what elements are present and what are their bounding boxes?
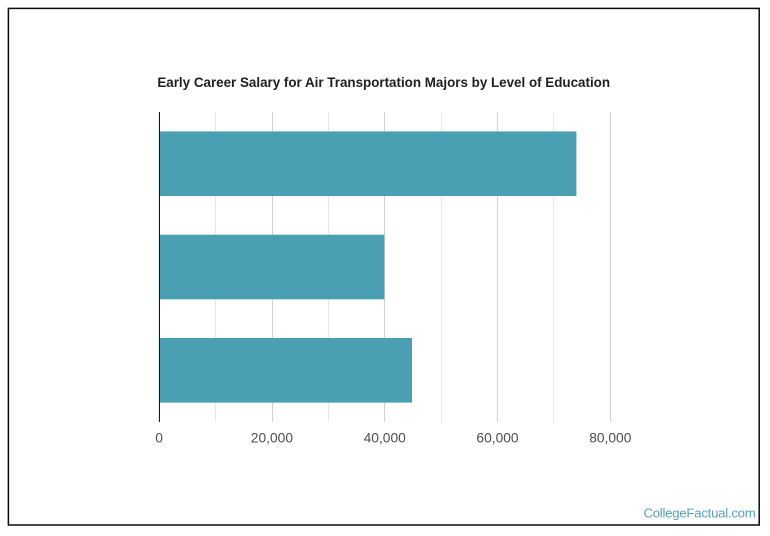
svg-text:40,000: 40,000 (364, 431, 407, 446)
svg-text:60,000: 60,000 (476, 431, 519, 446)
svg-text:0: 0 (155, 431, 163, 446)
svg-text:80,000: 80,000 (589, 431, 632, 446)
svg-text:Early Career Salary for Air Tr: Early Career Salary for Air Transportati… (157, 75, 610, 90)
svg-text:CollegeFactual.com: CollegeFactual.com (643, 506, 755, 521)
svg-text:20,000: 20,000 (251, 431, 294, 446)
